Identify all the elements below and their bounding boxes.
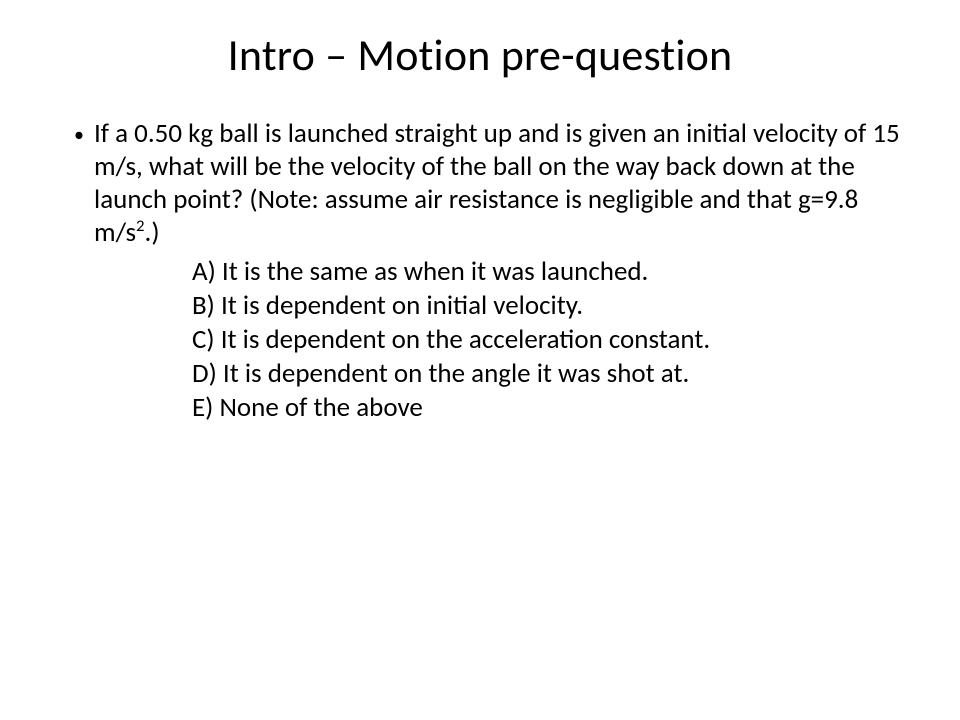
choice-c: C) It is dependent on the acceleration c… [192,324,900,357]
choice-e: E) None of the above [192,392,900,425]
question-suffix: .) [145,216,160,249]
question-row: • If a 0.50 kg ball is launched straight… [74,118,900,250]
slide-title: Intro – Motion pre-question [60,28,900,82]
choice-d: D) It is dependent on the angle it was s… [192,358,900,391]
question-prefix: If a 0.50 kg ball is launched straight u… [94,117,900,249]
slide-body: • If a 0.50 kg ball is launched straight… [60,118,900,424]
bullet-icon: • [74,118,94,152]
slide-container: Intro – Motion pre-question • If a 0.50 … [0,0,960,720]
question-superscript: 2 [136,216,144,236]
choice-b: B) It is dependent on initial velocity. [192,290,900,323]
choice-a: A) It is the same as when it was launche… [192,256,900,289]
question-text: If a 0.50 kg ball is launched straight u… [94,118,900,250]
choices-list: A) It is the same as when it was launche… [192,256,900,425]
